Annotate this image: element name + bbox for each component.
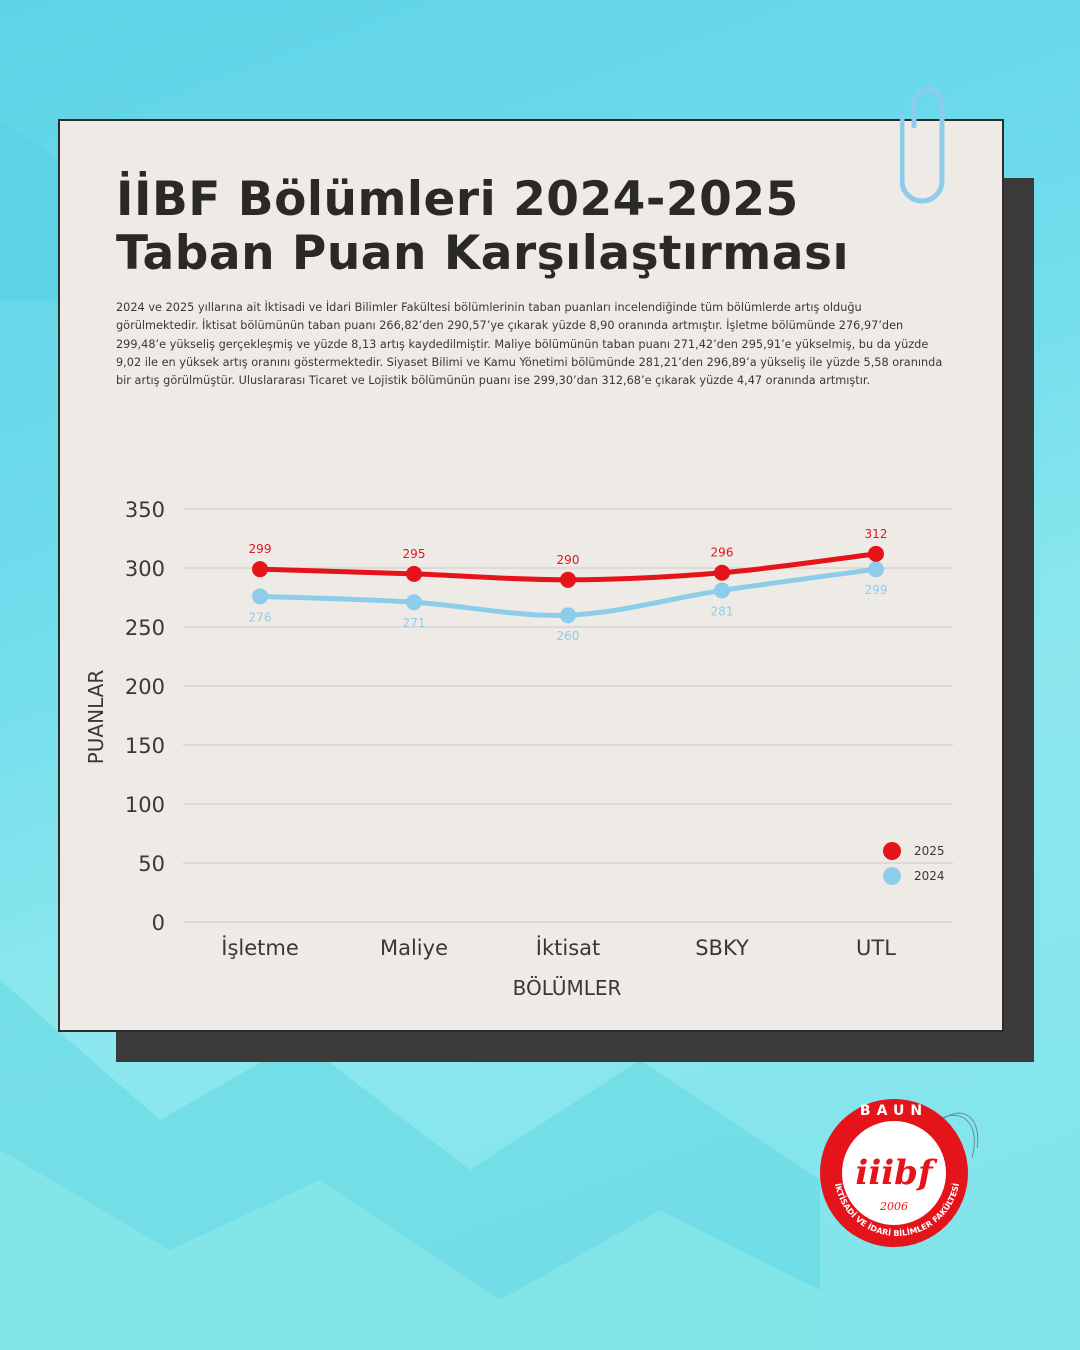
data-point-2024 [252, 588, 268, 605]
legend-marker-2024 [883, 867, 901, 885]
data-label-2025: 299 [249, 542, 272, 556]
y-tick-label: 50 [138, 852, 165, 876]
y-tick-label: 0 [152, 911, 165, 935]
line-chart: 0 50 100 150 200 250 300 350 İşletme Maliye İktisa… [84, 498, 953, 1000]
x-tick-label: Maliye [380, 936, 448, 960]
title-line-1: İİBF Bölümleri 2024-2025 [116, 172, 799, 227]
faculty-logo: BAUN iiibf 2006 İKTİSADİ VE İDARİ BİLİML… [820, 1099, 979, 1247]
legend-label-2025: 2025 [914, 844, 945, 858]
legend-marker-2025 [883, 842, 901, 860]
logo-center-text: iiibf [855, 1153, 938, 1193]
data-label-2025: 296 [711, 546, 734, 560]
data-label-2024: 260 [557, 629, 580, 643]
y-tick-label: 150 [125, 734, 165, 758]
description-text: 2024 ve 2025 yıllarına ait İktisadi ve İ… [116, 301, 943, 388]
x-axis-title: BÖLÜMLER [513, 976, 622, 1000]
logo-top-text: BAUN [860, 1103, 928, 1119]
y-tick-label: 350 [125, 498, 165, 522]
data-point-2024 [714, 582, 730, 599]
y-tick-label: 300 [125, 557, 165, 581]
data-label-2025: 295 [403, 547, 426, 561]
x-tick-label: İktisat [536, 935, 600, 960]
data-label-2024: 271 [403, 616, 426, 630]
y-axis-title: PUANLAR [84, 670, 108, 765]
logo-year: 2006 [879, 1200, 908, 1213]
x-tick-label: UTL [856, 936, 896, 960]
data-label-2025: 290 [557, 553, 580, 567]
data-point-2025 [714, 564, 730, 581]
data-label-2024: 276 [249, 610, 272, 624]
data-point-2025 [252, 561, 268, 578]
y-tick-label: 200 [125, 675, 165, 699]
page-title: İİBF Bölümleri 2024-2025 Taban Puan Karş… [116, 173, 936, 281]
title-line-2: Taban Puan Karşılaştırması [116, 226, 850, 281]
legend-label-2024: 2024 [914, 869, 945, 883]
data-point-2025 [560, 571, 576, 588]
y-tick-label: 100 [125, 793, 165, 817]
data-label-2025: 312 [865, 527, 888, 541]
data-point-2024 [868, 561, 884, 578]
y-tick-label: 250 [125, 616, 165, 640]
data-point-2024 [406, 594, 422, 611]
paperclip-icon [900, 87, 945, 204]
data-label-2024: 299 [865, 583, 888, 597]
data-point-2024 [560, 607, 576, 624]
data-label-2024: 281 [711, 604, 734, 618]
data-point-2025 [868, 545, 884, 562]
x-tick-label: SBKY [695, 936, 749, 960]
chart-legend: 2025 2024 [883, 842, 945, 885]
data-point-2025 [406, 565, 422, 582]
x-tick-label: İşletme [221, 935, 299, 960]
